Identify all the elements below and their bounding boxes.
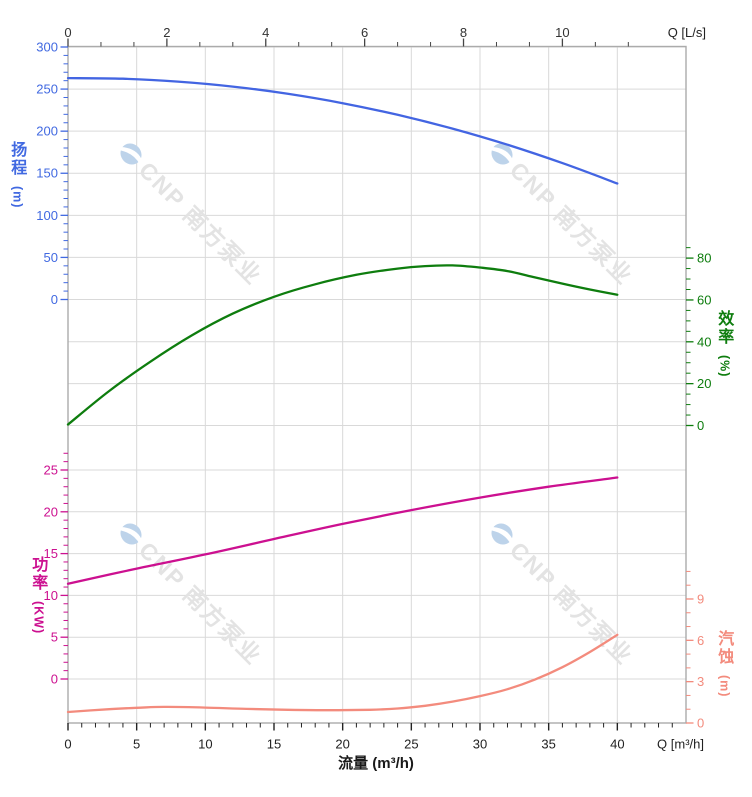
head-axis-title-text: 扬程: [8, 141, 26, 177]
bottom-axis-tick-label: 20: [335, 737, 349, 752]
npsh-axis-tick-label: 6: [697, 633, 704, 648]
power-curve: [66, 476, 619, 585]
top-axis-tick-label: 10: [555, 25, 569, 40]
efficiency-axis-tick-label: 40: [697, 334, 711, 349]
power-axis-tick-label: 0: [51, 672, 58, 687]
npsh-curve: [66, 633, 619, 714]
efficiency-axis-unit: (%): [717, 355, 732, 378]
head-axis-tick-label: 100: [36, 208, 58, 223]
bottom-axis-tick-label: 25: [404, 737, 418, 752]
cnp-logo-swoosh: [487, 146, 514, 164]
head-axis-title: 扬程 (m): [8, 141, 25, 208]
watermark: CNP 南方泵业: [487, 143, 638, 290]
cnp-logo-swoosh: [116, 146, 143, 164]
efficiency-axis-tick-label: 20: [697, 376, 711, 391]
bottom-axis-tick-label: 40: [610, 737, 624, 752]
top-axis-tick-label: 2: [163, 25, 170, 40]
bottom-axis-tick-label: 5: [133, 737, 140, 752]
plot-border: [67, 45, 687, 724]
efficiency-axis-tick-label: 60: [697, 292, 711, 307]
watermark: CNP 南方泵业: [116, 523, 267, 670]
top-axis-unit-label: Q [L/s]: [668, 25, 706, 40]
bottom-axis-tick-label: 30: [473, 737, 487, 752]
npsh-axis-title: 汽蚀 (m): [715, 630, 732, 697]
bottom-axis-tick-label: 10: [198, 737, 212, 752]
watermark: CNP 南方泵业: [116, 143, 267, 290]
npsh-axis-title-text: 汽蚀: [715, 630, 733, 666]
head-axis-tick-label: 200: [36, 124, 58, 139]
bottom-axis-tick-label: 15: [267, 737, 281, 752]
efficiency-curve: [66, 264, 619, 426]
head-axis-tick-label: 0: [51, 292, 58, 307]
power-axis-tick-label: 10: [44, 588, 58, 603]
power-axis-title: 功率 (KW): [29, 556, 46, 634]
top-axis-tick-label: 6: [361, 25, 368, 40]
bottom-axis-tick-label: 0: [64, 737, 71, 752]
watermark-text: CNP 南方泵业: [505, 157, 638, 290]
cnp-logo-swoosh: [116, 526, 143, 544]
head-axis-unit: (m): [10, 186, 25, 209]
watermark-text: CNP 南方泵业: [134, 157, 267, 290]
head-axis-tick-label: 50: [44, 250, 58, 265]
npsh-axis-tick-label: 3: [697, 674, 704, 689]
npsh-axis-tick-label: 9: [697, 591, 704, 606]
top-axis-tick-label: 8: [460, 25, 467, 40]
power-axis-tick-label: 20: [44, 504, 58, 519]
top-axis-tick-label: 0: [64, 25, 71, 40]
watermark-text: CNP 南方泵业: [505, 537, 638, 670]
npsh-axis-unit: (m): [717, 675, 732, 698]
npsh-axis-tick-label: 0: [697, 716, 704, 731]
bottom-axis-tick-label: 35: [541, 737, 555, 752]
efficiency-axis-tick-label: 0: [697, 418, 704, 433]
head-curve: [66, 76, 619, 185]
watermark: CNP 南方泵业: [487, 523, 638, 670]
head-axis-tick-label: 150: [36, 166, 58, 181]
efficiency-axis-title-text: 效率: [715, 310, 733, 346]
head-axis-tick-label: 300: [36, 39, 58, 54]
power-axis-unit: (KW): [31, 601, 46, 635]
efficiency-axis-title: 效率 (%): [715, 310, 732, 377]
power-axis-tick-label: 15: [44, 546, 58, 561]
cnp-logo-swoosh: [487, 526, 514, 544]
top-axis-tick-label: 4: [262, 25, 269, 40]
watermark-text: CNP 南方泵业: [134, 537, 267, 670]
power-axis-tick-label: 25: [44, 463, 58, 478]
power-axis-tick-label: 5: [51, 630, 58, 645]
head-axis-tick-label: 250: [36, 82, 58, 97]
flow-axis-label: 流量 (m³/h): [338, 755, 414, 772]
bottom-axis-unit-label: Q [m³/h]: [657, 737, 704, 752]
efficiency-axis-tick-label: 80: [697, 251, 711, 266]
power-axis-title-text: 功率: [29, 556, 47, 592]
